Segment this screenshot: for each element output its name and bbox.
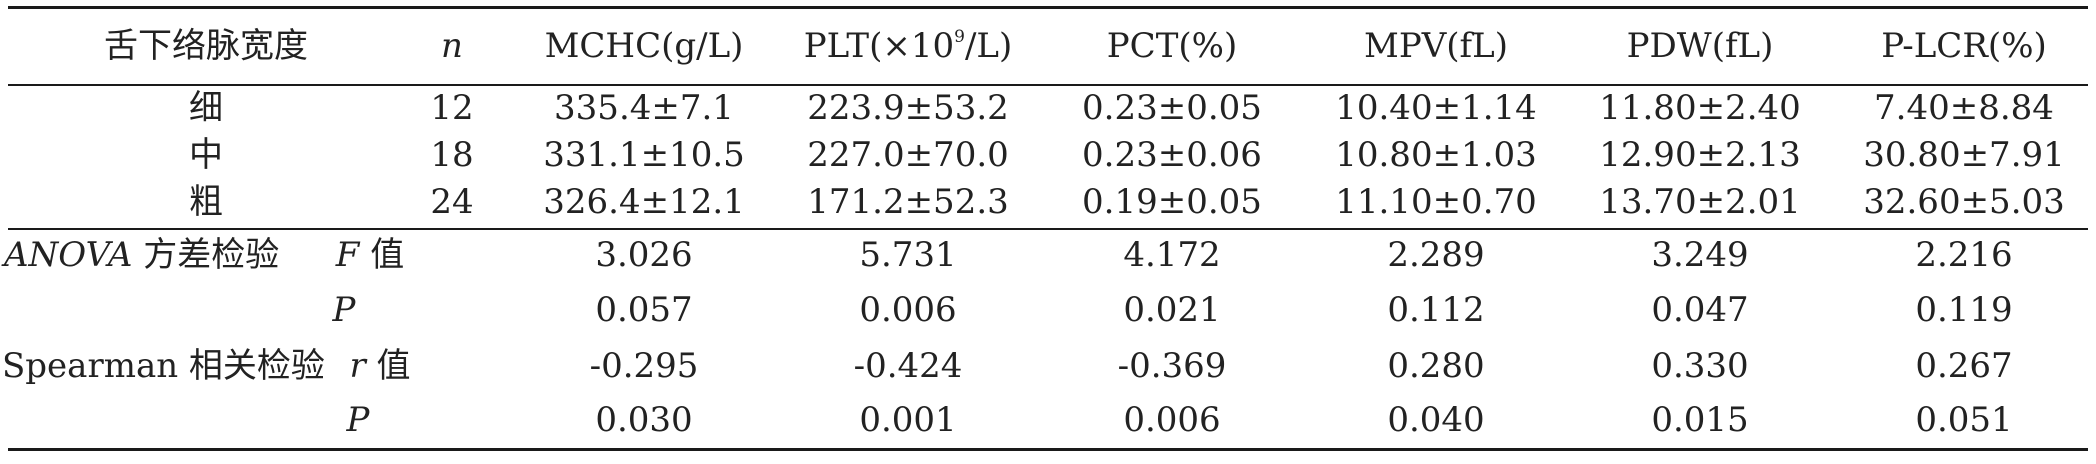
group-label: 细: [189, 88, 223, 128]
anova-p-value: 0.006: [859, 290, 957, 330]
anova-label-cn: 方差检验: [132, 235, 280, 275]
group-pct: 0.19±0.05: [1082, 182, 1262, 222]
anova-f-value: 3.026: [595, 235, 693, 275]
group-plt: 227.0±70.0: [807, 135, 1009, 175]
section-rule: [8, 228, 2088, 230]
group-n: 12: [430, 88, 474, 128]
anova-f-value: 5.731: [859, 235, 957, 275]
group-mchc: 335.4±7.1: [554, 88, 734, 128]
group-n: 18: [430, 135, 474, 175]
header-n: n: [441, 26, 463, 66]
group-mpv: 10.40±1.14: [1335, 88, 1537, 128]
group-plt: 223.9±53.2: [807, 88, 1009, 128]
header-pdw: PDW(fL): [1626, 26, 1774, 66]
anova-label-latin: ANOVA: [4, 235, 133, 275]
header-plt-post: /L): [964, 26, 1013, 67]
group-plcr: 32.60±5.03: [1863, 182, 2065, 222]
group-label: 中: [189, 135, 223, 175]
spearman-r-cn: 值: [365, 346, 411, 386]
spearman-p-value: 0.015: [1651, 400, 1749, 440]
anova-p-value: 0.047: [1651, 290, 1749, 330]
spearman-r-value: 0.267: [1915, 346, 2013, 386]
header-mchc: MCHC(g/L): [544, 26, 744, 66]
spearman-r-letter: r: [349, 346, 366, 386]
header-plcr: P-LCR(%): [1881, 26, 2047, 66]
group-n: 24: [430, 182, 474, 222]
group-mpv: 10.80±1.03: [1335, 135, 1537, 175]
group-plt: 171.2±52.3: [807, 182, 1009, 222]
spearman-r-value: -0.369: [1117, 346, 1227, 386]
group-mchc: 326.4±12.1: [543, 182, 745, 222]
anova-label: ANOVA 方差检验: [4, 238, 279, 272]
bottom-rule: [8, 448, 2088, 451]
spearman-p-value: 0.001: [859, 400, 957, 440]
anova-p-symbol: P: [332, 290, 356, 330]
spearman-p-value: 0.006: [1123, 400, 1221, 440]
spearman-r-symbol: r 值: [349, 349, 410, 383]
header-width-label: 舌下络脉宽度: [104, 26, 308, 66]
group-pdw: 12.90±2.13: [1599, 135, 1801, 175]
spearman-p-value: 0.040: [1387, 400, 1485, 440]
header-plt-pre: PLT(×10: [803, 26, 955, 67]
anova-f-letter: F: [335, 235, 360, 275]
group-pct: 0.23±0.05: [1082, 88, 1262, 128]
header-plt-exponent: 9: [954, 26, 965, 47]
group-pdw: 11.80±2.40: [1599, 88, 1801, 128]
header-pct: PCT(%): [1106, 26, 1238, 66]
anova-f-cn: 值: [359, 235, 405, 275]
group-plcr: 7.40±8.84: [1874, 88, 2054, 128]
spearman-label: Spearman 相关检验: [2, 346, 325, 386]
header-mpv: MPV(fL): [1364, 26, 1508, 66]
spearman-p-symbol: P: [346, 400, 370, 440]
anova-f-value: 4.172: [1123, 235, 1221, 275]
spearman-r-value: -0.424: [853, 346, 963, 386]
group-pdw: 13.70±2.01: [1599, 182, 1801, 222]
anova-f-value: 2.289: [1387, 235, 1485, 275]
spearman-r-value: 0.280: [1387, 346, 1485, 386]
group-mpv: 11.10±0.70: [1335, 182, 1537, 222]
anova-p-value: 0.112: [1387, 290, 1485, 330]
anova-p-value: 0.021: [1123, 290, 1221, 330]
group-mchc: 331.1±10.5: [543, 135, 745, 175]
anova-f-value: 3.249: [1651, 235, 1749, 275]
spearman-p-value: 0.051: [1915, 400, 2013, 440]
anova-f-symbol: F 值: [336, 238, 404, 272]
anova-p-value: 0.057: [595, 290, 693, 330]
header-rule: [8, 84, 2088, 86]
top-rule: [8, 6, 2088, 9]
group-label: 粗: [189, 182, 223, 222]
header-plt: PLT(×109/L): [803, 26, 1013, 67]
spearman-r-value: 0.330: [1651, 346, 1749, 386]
spearman-r-value: -0.295: [589, 346, 699, 386]
anova-f-value: 2.216: [1915, 235, 2013, 275]
group-plcr: 30.80±7.91: [1863, 135, 2065, 175]
group-pct: 0.23±0.06: [1082, 135, 1262, 175]
anova-p-value: 0.119: [1915, 290, 2013, 330]
spearman-p-value: 0.030: [595, 400, 693, 440]
